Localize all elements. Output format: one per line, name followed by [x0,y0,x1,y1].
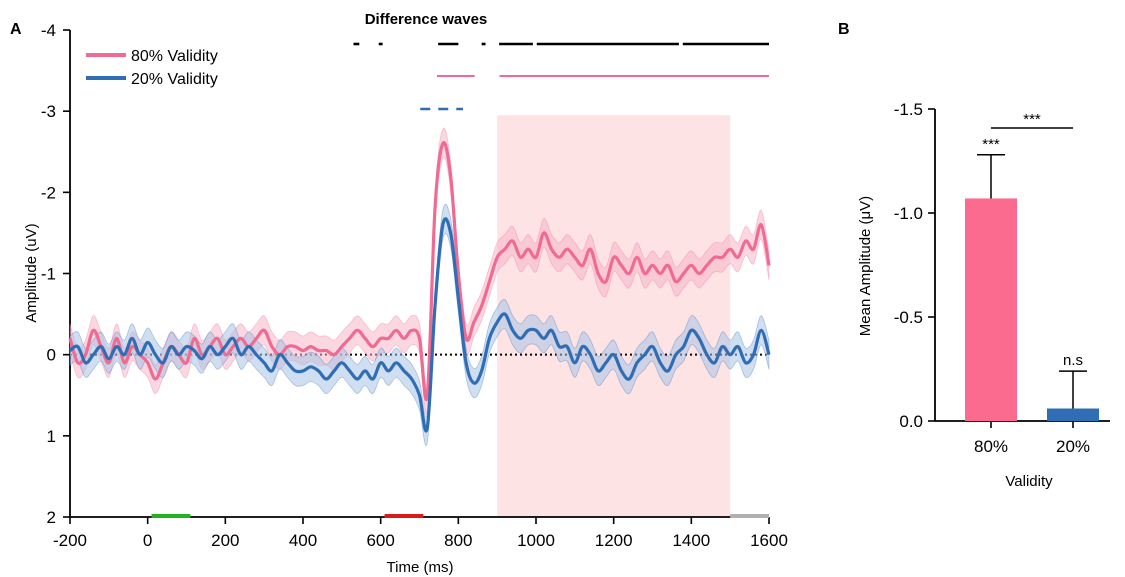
panel-a-plot: -4 -3 -2 -1 0 1 2 -200 0 200 400 600 800 1000 1200 1400… [41,21,788,550]
bar-x-tick-label: 20% [1056,437,1090,456]
x-tick-label: 400 [289,531,317,550]
panel-a-label: A [10,21,22,38]
panel-b-ylabel: Mean Amplitude (μV) [857,196,874,336]
y-tick-label: 2 [47,508,56,527]
bar-annotation: *** [982,136,1000,153]
bar-annotation: n.s [1063,352,1083,369]
x-tick-label: 1200 [595,531,633,550]
x-tick-label: -200 [53,531,87,550]
y-tick-label: -3 [41,102,56,121]
bar-y-tick-label: -1.5 [894,100,923,119]
panel-b-label: B [838,21,850,38]
y-tick-label: -1 [41,265,56,284]
panel-a-xlabel: Time (ms) [387,559,454,576]
x-tick-label: 0 [143,531,152,550]
blue-series-line [69,217,771,433]
x-tick-label: 600 [366,531,394,550]
x-tick-label: 1600 [750,531,788,550]
pink-series-line [68,140,771,401]
legend-label-blue: 20% Validity [131,71,218,88]
bar-y-tick-label: 0.0 [899,412,923,431]
panel-a-title: Difference waves [365,11,488,28]
x-tick-label: 1400 [672,531,710,550]
bar-80pct [965,198,1017,421]
panel-b-xlabel: Validity [1005,473,1053,490]
legend-label-pink: 80% Validity [131,48,218,65]
y-tick-label: -2 [41,183,56,202]
bar-y-tick-label: -1.0 [894,204,923,223]
bar-y-tick-label: -0.5 [894,308,923,327]
y-tick-label: -4 [41,21,56,40]
x-tick-label: 800 [444,531,472,550]
bar-20pct [1047,408,1099,421]
y-tick-label: 1 [47,427,56,446]
panel-a-ylabel: Amplitude (uV) [23,223,40,322]
x-tick-label: 200 [211,531,239,550]
x-tick-label: 1000 [517,531,555,550]
comparison-label: *** [1023,111,1041,128]
panel-b-plot: -1.5 -1.0 -0.5 0.0 *** 80% n.s 20% *** [894,100,1110,456]
bar-x-tick-label: 80% [974,437,1008,456]
y-tick-label: 0 [47,346,56,365]
